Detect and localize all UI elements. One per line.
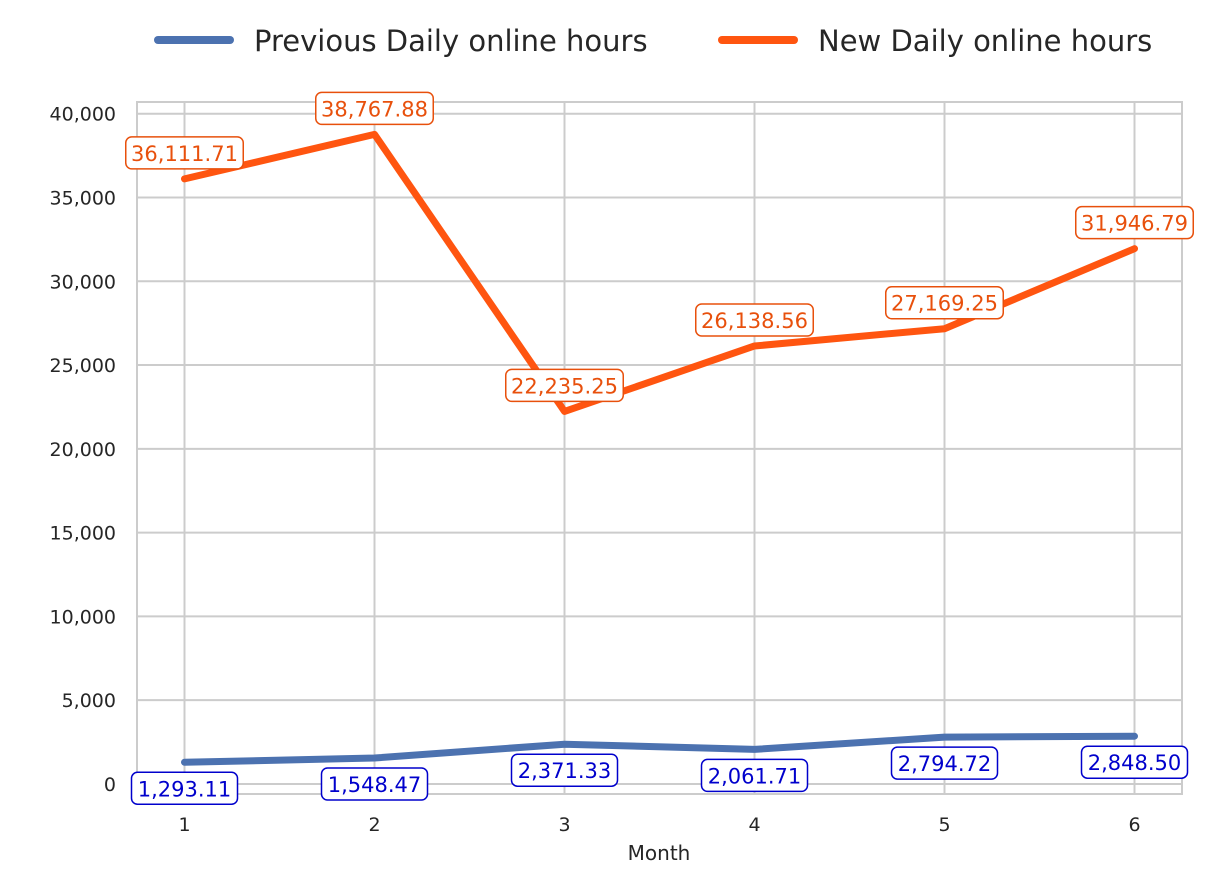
gridlines <box>137 102 1182 794</box>
data-label: 38,767.88 <box>315 91 434 126</box>
data-label-text: 2,371.33 <box>518 759 612 783</box>
data-label-box <box>320 767 429 801</box>
data-label: 36,111.71 <box>125 136 244 170</box>
data-label-text: 36,111.71 <box>131 142 238 166</box>
x-tick-label: 2 <box>368 814 380 836</box>
data-label: 2,371.33 <box>510 753 619 787</box>
data-label-box <box>505 368 624 403</box>
data-label: 27,169.25 <box>885 285 1004 320</box>
data-label-text: 1,293.11 <box>138 777 232 801</box>
data-label-box <box>1080 745 1189 779</box>
data-label-box <box>695 303 814 337</box>
x-tick-label: 1 <box>178 814 190 836</box>
data-label-text: 1,548.47 <box>328 773 422 797</box>
y-tick-labels: 0 5,000 10,000 15,000 20,000 25,000 30,000 35,0… <box>50 104 116 796</box>
y-tick-label: 10,000 <box>50 606 116 628</box>
x-tick-label: 5 <box>938 814 950 836</box>
data-label: 2,794.72 <box>890 746 999 780</box>
data-label-text: 2,848.50 <box>1088 751 1182 775</box>
x-tick-label: 4 <box>748 814 760 836</box>
data-label-box <box>130 771 239 806</box>
data-label-box <box>125 136 244 170</box>
y-tick-label: 25,000 <box>50 355 116 377</box>
data-label-box <box>510 753 619 787</box>
data-label-box <box>1075 205 1194 240</box>
y-tick-label: 35,000 <box>50 188 116 210</box>
y-tick-label: 15,000 <box>50 523 116 545</box>
x-tick-label: 6 <box>1128 814 1140 836</box>
data-label: 1,548.47 <box>320 767 429 801</box>
data-label: 22,235.25 <box>505 368 624 403</box>
data-label-text: 2,794.72 <box>898 752 992 776</box>
data-labels: 1,293.11 1,548.47 2,371.33 2,061.71 2,794.72… <box>125 91 1194 806</box>
data-label: 31,946.79 <box>1075 205 1194 240</box>
legend-label: New Daily online hours <box>818 24 1152 58</box>
data-label-text: 22,235.25 <box>511 374 618 398</box>
data-label-text: 38,767.88 <box>321 97 428 121</box>
x-tick-labels: 1 2 3 4 5 6 <box>178 814 1140 836</box>
legend: Previous Daily online hours New Daily onl… <box>154 24 1152 58</box>
data-label-box <box>315 91 434 126</box>
y-tick-label: 20,000 <box>50 439 116 461</box>
legend-label: Previous Daily online hours <box>254 24 648 58</box>
data-label-text: 26,138.56 <box>701 309 808 333</box>
y-tick-label: 30,000 <box>50 271 116 293</box>
data-label-text: 27,169.25 <box>891 292 998 316</box>
data-label: 1,293.11 <box>130 771 239 806</box>
data-label: 2,848.50 <box>1080 745 1189 779</box>
data-label-box <box>885 285 1004 320</box>
data-label-box <box>890 746 999 780</box>
x-axis-label: Month <box>628 841 691 865</box>
y-tick-label: 5,000 <box>62 690 116 712</box>
x-tick-label: 3 <box>558 814 570 836</box>
data-label-text: 31,946.79 <box>1081 212 1188 236</box>
data-label: 26,138.56 <box>695 303 814 337</box>
data-label-box <box>700 758 809 793</box>
y-tick-label: 40,000 <box>50 104 116 126</box>
data-label: 2,061.71 <box>700 758 809 793</box>
data-label-text: 2,061.71 <box>708 764 802 788</box>
series-line-1 <box>181 732 1138 766</box>
y-tick-label: 0 <box>104 774 116 796</box>
